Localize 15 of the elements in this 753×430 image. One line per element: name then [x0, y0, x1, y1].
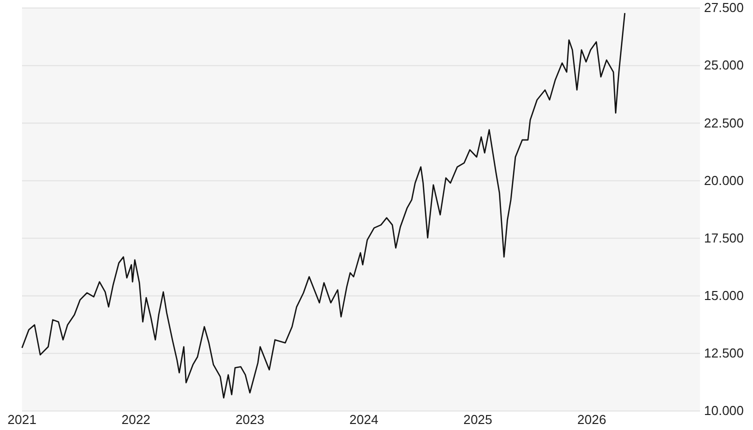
y-tick-label: 17.500: [704, 230, 744, 246]
x-tick-label: 2023: [235, 412, 264, 428]
y-tick-label: 22.500: [704, 115, 744, 130]
x-tick-label: 2025: [463, 412, 492, 428]
x-tick-label: 2024: [349, 412, 378, 428]
x-tick-label: 2026: [577, 412, 606, 428]
y-tick-label: 25.000: [704, 58, 744, 73]
x-tick-label: 2021: [8, 412, 36, 428]
x-tick-label: 2022: [121, 412, 150, 428]
y-tick-label: 12.500: [704, 346, 744, 361]
line-series: [21, 12, 626, 399]
y-tick-label: 27.500: [704, 0, 744, 16]
y-tick-label: 20.000: [704, 172, 744, 188]
y-tick-label: 10.000: [704, 403, 744, 418]
y-tick-label: 15.000: [704, 288, 744, 304]
